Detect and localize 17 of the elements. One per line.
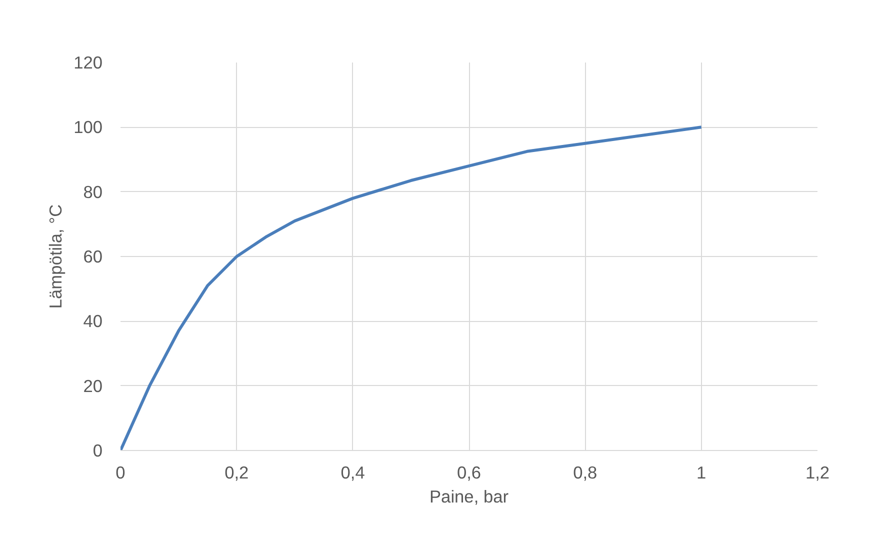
y-tick-label: 120	[74, 52, 103, 72]
x-tick-label: 0,4	[340, 462, 366, 482]
y-tick-label: 40	[83, 311, 103, 332]
y-tick-label: 80	[83, 182, 103, 202]
y-tick-label: 0	[92, 440, 103, 460]
y-tick-label: 60	[83, 246, 103, 266]
line-series	[120, 126, 703, 450]
y-axis-title: Lämpötila, °C	[46, 204, 66, 309]
x-tick-label: 1,2	[805, 462, 830, 482]
y-tick-label: 20	[83, 376, 103, 396]
x-axis-title: Paine, bar	[430, 486, 509, 506]
x-tick-label: 0,8	[573, 462, 598, 482]
x-tick-label: 0	[116, 462, 126, 482]
x-tick-label: 0,6	[456, 462, 482, 482]
y-tick-label: 100	[74, 117, 103, 138]
x-tick-label: 0,2	[224, 462, 249, 482]
x-tick-label: 1	[696, 462, 706, 482]
